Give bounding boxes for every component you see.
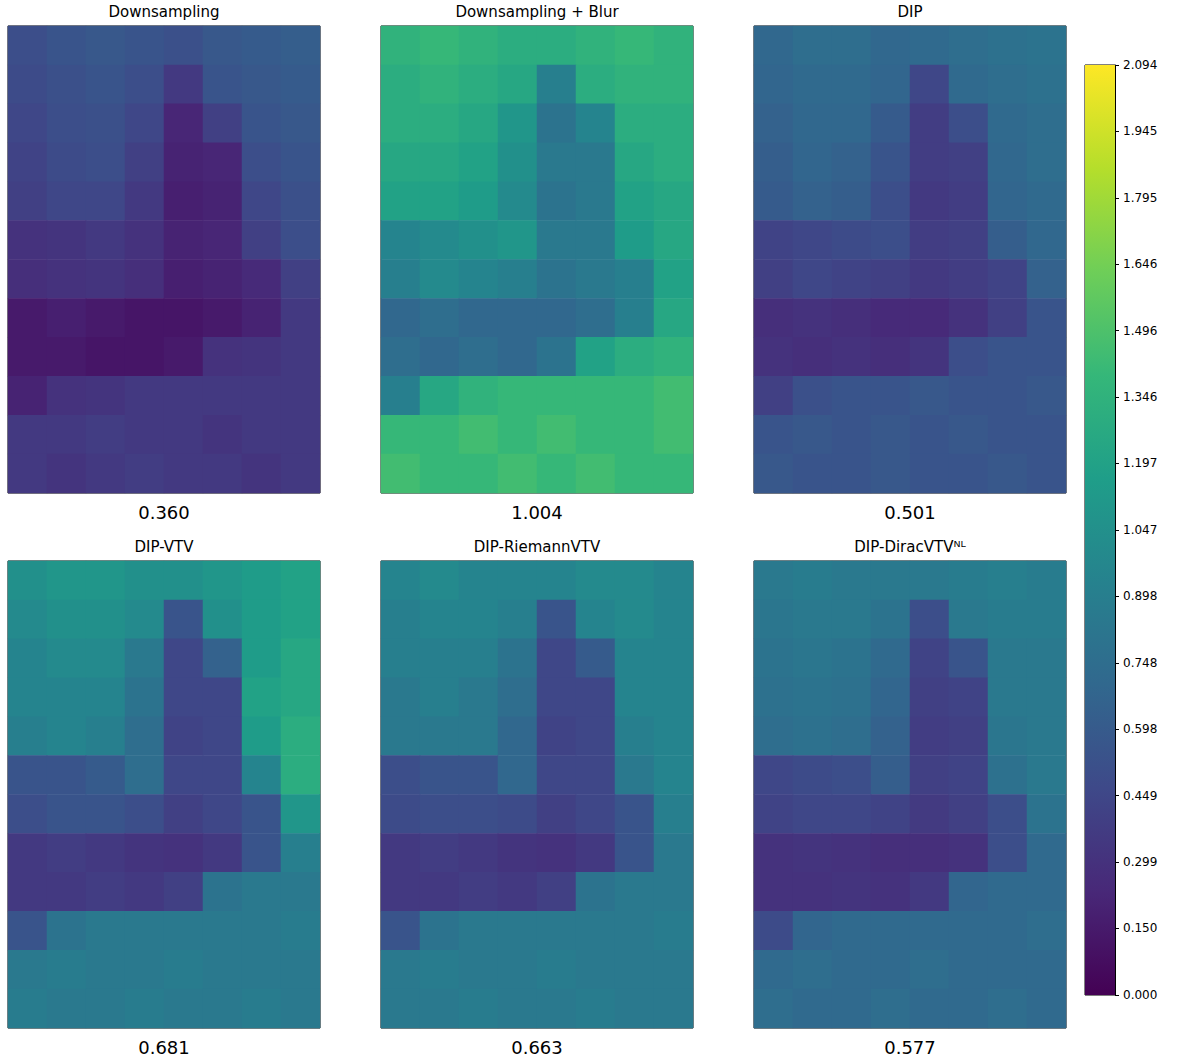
svg-text:0.577: 0.577	[884, 1037, 936, 1058]
svg-text:Downsampling + Blur: Downsampling + Blur	[455, 3, 619, 21]
svg-text:Downsampling: Downsampling	[108, 3, 219, 21]
svg-text:1.346: 1.346	[1123, 390, 1157, 404]
svg-text:DIP-RiemannVTV: DIP-RiemannVTV	[474, 538, 601, 556]
svg-text:0.663: 0.663	[511, 1037, 563, 1058]
svg-text:1.047: 1.047	[1123, 523, 1157, 537]
svg-text:0.150: 0.150	[1123, 921, 1157, 935]
svg-text:1.197: 1.197	[1123, 456, 1157, 470]
svg-text:0.598: 0.598	[1123, 722, 1157, 736]
svg-text:1.945: 1.945	[1123, 124, 1157, 138]
svg-text:0.898: 0.898	[1123, 589, 1157, 603]
svg-text:1.004: 1.004	[511, 502, 563, 523]
svg-text:DIP-VTV: DIP-VTV	[135, 538, 195, 556]
svg-text:0.000: 0.000	[1123, 988, 1157, 1002]
svg-text:0.681: 0.681	[138, 1037, 190, 1058]
svg-text:0.360: 0.360	[138, 502, 190, 523]
svg-text:0.748: 0.748	[1123, 656, 1157, 670]
svg-text:0.501: 0.501	[884, 502, 936, 523]
svg-text:1.795: 1.795	[1123, 191, 1157, 205]
svg-text:1.646: 1.646	[1123, 257, 1157, 271]
svg-text:1.496: 1.496	[1123, 324, 1157, 338]
svg-text:0.299: 0.299	[1123, 855, 1157, 869]
svg-text:DIP: DIP	[897, 3, 922, 21]
svg-text:0.449: 0.449	[1123, 789, 1157, 803]
svg-text:2.094: 2.094	[1123, 58, 1157, 72]
svg-text:DIP-DiracVTVᴺᴸ: DIP-DiracVTVᴺᴸ	[854, 538, 966, 556]
